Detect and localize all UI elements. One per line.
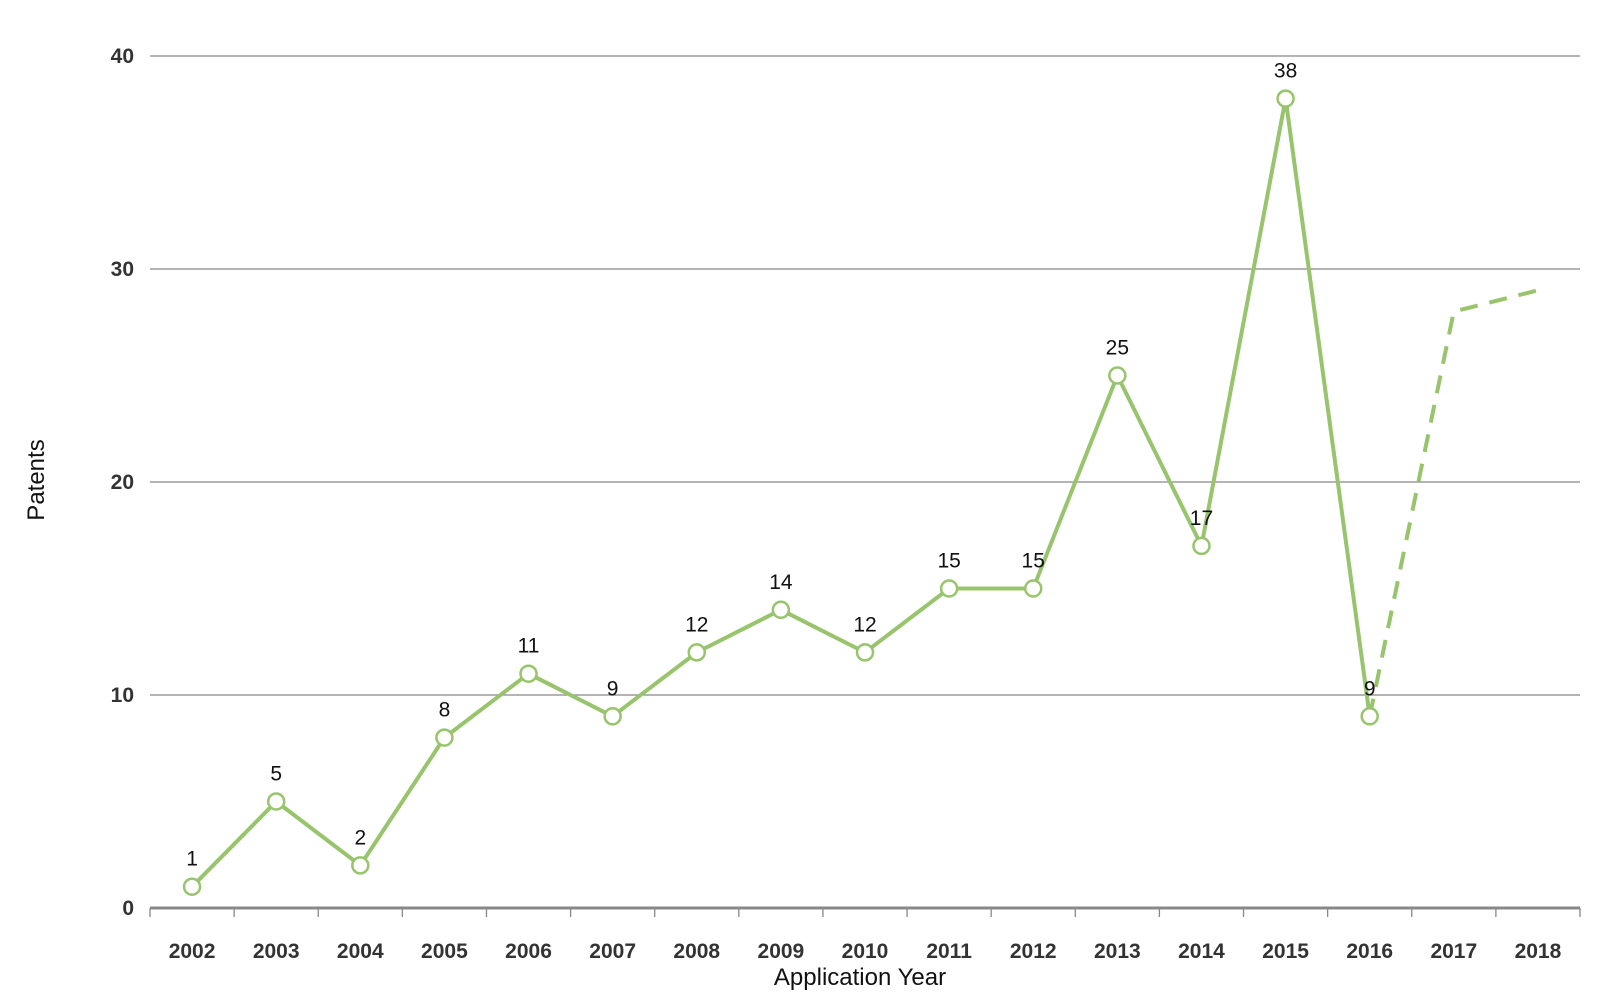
x-tick-label: 2007 bbox=[589, 940, 636, 963]
data-label: 12 bbox=[685, 613, 708, 636]
y-axis-title: Patents bbox=[23, 439, 50, 520]
x-tick-label: 2014 bbox=[1178, 940, 1225, 963]
data-label: 11 bbox=[518, 635, 540, 658]
x-tick-label: 2006 bbox=[505, 940, 552, 963]
y-tick-labels: 0 10 20 30 40 bbox=[111, 45, 134, 920]
data-point bbox=[435, 728, 454, 747]
data-point bbox=[182, 877, 202, 896]
data-label: 14 bbox=[769, 571, 793, 594]
data-point bbox=[771, 600, 791, 620]
data-label: 38 bbox=[1274, 60, 1297, 83]
data-point bbox=[266, 792, 286, 811]
data-point bbox=[855, 643, 875, 662]
x-axis-title: Application Year bbox=[774, 964, 946, 991]
data-label: 8 bbox=[439, 699, 451, 722]
x-tick-label: 2018 bbox=[1515, 940, 1562, 963]
x-tick-label: 2010 bbox=[842, 940, 889, 963]
x-tick-label: 2009 bbox=[758, 940, 805, 963]
y-tick-label: 0 bbox=[122, 897, 134, 920]
series-lines bbox=[190, 96, 1539, 889]
data-label: 17 bbox=[1190, 507, 1213, 530]
data-points bbox=[182, 89, 1379, 896]
data-point bbox=[1276, 89, 1295, 108]
x-tick-label: 2012 bbox=[1010, 940, 1057, 963]
data-point bbox=[603, 707, 622, 726]
data-label: 9 bbox=[1364, 677, 1376, 700]
data-point bbox=[1360, 707, 1379, 726]
x-tick-label: 2011 bbox=[926, 940, 972, 963]
data-point bbox=[687, 643, 707, 662]
y-tick-label: 30 bbox=[111, 258, 134, 281]
x-tick-label: 2013 bbox=[1094, 940, 1141, 963]
x-tick-label: 2008 bbox=[673, 940, 720, 963]
series-line bbox=[190, 96, 1372, 889]
data-label: 2 bbox=[354, 826, 366, 849]
data-point bbox=[1108, 366, 1127, 385]
data-point bbox=[1192, 536, 1211, 556]
gridlines bbox=[150, 55, 1580, 696]
x-tick-label: 2005 bbox=[421, 940, 468, 963]
data-label: 15 bbox=[1022, 550, 1045, 573]
x-tick-label: 2004 bbox=[337, 940, 384, 963]
data-label: 5 bbox=[270, 763, 282, 786]
data-point bbox=[939, 579, 959, 598]
x-tick-labels: 2002 2003 2004 2005 2006 2007 2008 2009 2010 2011… bbox=[169, 940, 1562, 963]
data-label: 25 bbox=[1106, 337, 1129, 360]
x-tick-label: 2016 bbox=[1346, 940, 1393, 963]
axes bbox=[149, 906, 1581, 917]
x-tick-label: 2017 bbox=[1430, 940, 1477, 963]
data-label: 12 bbox=[853, 613, 876, 636]
y-tick-label: 10 bbox=[111, 684, 134, 707]
y-tick-label: 20 bbox=[111, 471, 134, 494]
data-label: 1 bbox=[186, 848, 198, 871]
x-tick-label: 2002 bbox=[169, 940, 216, 963]
projection-line bbox=[1367, 288, 1539, 717]
y-tick-label: 40 bbox=[111, 45, 134, 68]
data-point bbox=[519, 664, 538, 683]
data-label: 15 bbox=[937, 550, 960, 573]
x-tick-label: 2015 bbox=[1262, 940, 1309, 963]
data-label: 9 bbox=[607, 677, 619, 700]
data-point bbox=[351, 856, 370, 875]
data-point bbox=[1023, 579, 1043, 598]
x-tick-label: 2003 bbox=[253, 940, 300, 963]
